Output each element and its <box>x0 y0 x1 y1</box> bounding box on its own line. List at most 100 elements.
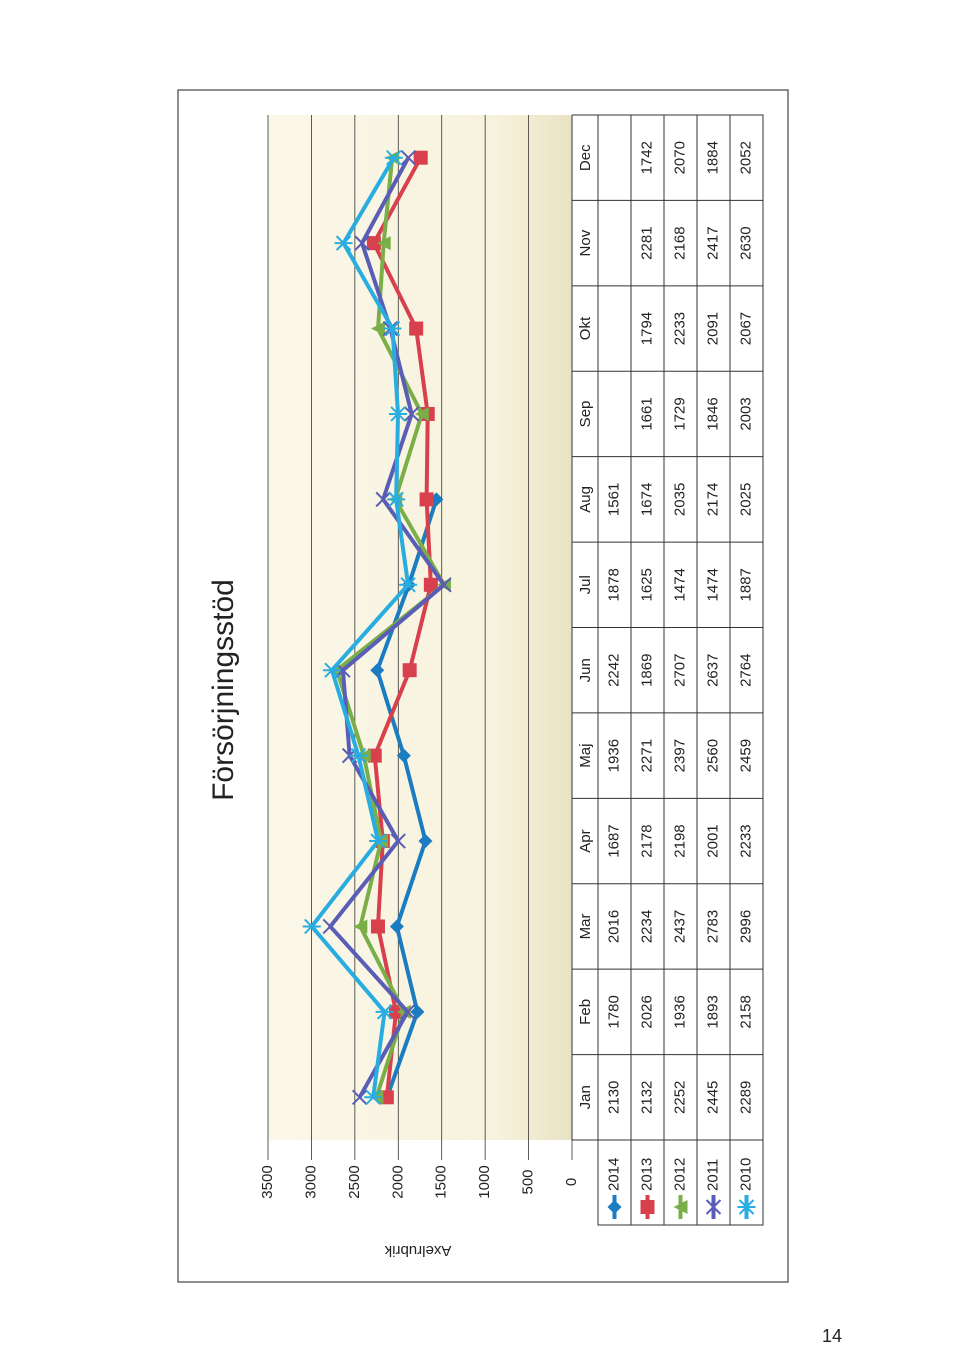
table-cell: 2252 <box>671 1081 688 1114</box>
table-cell: 2130 <box>605 1081 622 1114</box>
table-cell: 2233 <box>671 312 688 345</box>
legend-label: 2010 <box>737 1158 754 1191</box>
table-cell: 2168 <box>671 226 688 259</box>
x-tick-label: Feb <box>577 999 594 1025</box>
table-cell: 1887 <box>737 568 754 601</box>
table-cell: 1661 <box>638 397 655 430</box>
table-cell: 2026 <box>638 995 655 1028</box>
marker <box>396 748 411 763</box>
marker <box>351 1089 368 1105</box>
legend-marker <box>737 1199 756 1215</box>
x-tick-label: Aug <box>577 486 594 513</box>
marker <box>364 1089 383 1105</box>
marker <box>384 150 403 166</box>
legend-label: 2014 <box>605 1158 622 1191</box>
y-tick-label: 3000 <box>302 1165 319 1198</box>
marker <box>375 491 391 508</box>
table-cell: 1794 <box>638 312 655 345</box>
marker <box>334 235 353 251</box>
marker <box>419 492 434 507</box>
marker <box>383 320 402 337</box>
chart-title: Försörjningsstöd <box>207 579 240 801</box>
table-cell: 2242 <box>605 654 622 687</box>
marker <box>322 662 341 678</box>
table-cell: 1936 <box>605 739 622 772</box>
table-cell: 2178 <box>638 824 655 857</box>
legend-label: 2012 <box>671 1158 688 1191</box>
table-cell: 1474 <box>671 568 688 601</box>
table-cell: 2132 <box>638 1081 655 1114</box>
table-cell: 1869 <box>638 654 655 687</box>
marker <box>369 833 388 849</box>
marker <box>375 1004 394 1020</box>
marker <box>400 150 417 166</box>
marker <box>387 491 406 508</box>
table-cell: 1893 <box>704 995 721 1028</box>
y-tick-label: 0 <box>563 1178 580 1186</box>
y-tick-label: 1000 <box>476 1165 493 1198</box>
marker <box>389 1004 404 1019</box>
legend-marker <box>607 1200 622 1214</box>
marker <box>399 1004 416 1020</box>
x-tick-label: Jul <box>577 575 594 594</box>
table-cell: 2233 <box>737 824 754 857</box>
table-cell: 2289 <box>737 1081 754 1114</box>
axis-title: Axelrubrik <box>384 1242 451 1259</box>
marker <box>423 577 438 592</box>
table-cell: 1846 <box>704 397 721 430</box>
table-cell: 2234 <box>638 910 655 943</box>
y-tick-label: 2500 <box>346 1165 363 1198</box>
marker <box>353 919 368 934</box>
table-cell: 2198 <box>671 824 688 857</box>
marker <box>354 235 370 251</box>
table-cell: 2437 <box>671 910 688 943</box>
marker <box>402 663 417 678</box>
table-cell: 1625 <box>638 568 655 601</box>
table-cell: 2560 <box>704 739 721 772</box>
table-cell: 2996 <box>737 910 754 943</box>
y-tick-label: 1500 <box>433 1165 450 1198</box>
table-cell: 1780 <box>605 995 622 1028</box>
table-cell: 2016 <box>605 910 622 943</box>
table-cell: 2035 <box>671 483 688 516</box>
table-cell: 2025 <box>737 483 754 516</box>
marker <box>410 1004 425 1019</box>
legend-label: 2011 <box>704 1159 721 1191</box>
table-cell: 2174 <box>704 483 721 516</box>
marker <box>399 577 418 593</box>
marker <box>322 918 338 935</box>
table-cell: 1687 <box>605 824 622 857</box>
y-tick-label: 3500 <box>259 1165 276 1198</box>
marker <box>371 321 386 336</box>
marker <box>413 150 428 165</box>
table-cell: 2091 <box>704 312 721 345</box>
marker <box>403 406 420 422</box>
marker <box>390 833 406 849</box>
series-line <box>309 156 411 1098</box>
table-cell: 2459 <box>737 739 754 772</box>
table-cell: 1561 <box>605 483 622 516</box>
legend-label: 2013 <box>638 1158 655 1191</box>
legend-marker <box>705 1199 722 1215</box>
marker <box>367 748 382 763</box>
y-tick-label: 2000 <box>389 1165 406 1198</box>
x-tick-label: Okt <box>577 316 594 340</box>
table-cell: 2052 <box>737 141 754 174</box>
table-cell: 2281 <box>638 226 655 259</box>
x-tick-label: Mar <box>577 914 594 940</box>
marker <box>436 577 452 593</box>
marker <box>376 236 391 251</box>
legend-marker <box>673 1200 688 1214</box>
table-cell: 2271 <box>638 739 655 772</box>
table-cell: 2003 <box>737 397 754 430</box>
x-tick-label: Dec <box>577 144 594 171</box>
table-cell: 2764 <box>737 654 754 687</box>
chart: Försörjningsstöd Axelrubrik 0 500 1000 1500… <box>177 89 789 1283</box>
table-cell: 2067 <box>737 312 754 345</box>
table-cell: 2707 <box>671 654 688 687</box>
table-cell: 2417 <box>704 226 721 259</box>
table-cell: 1474 <box>704 568 721 601</box>
x-tick-label: Sep <box>577 401 594 428</box>
